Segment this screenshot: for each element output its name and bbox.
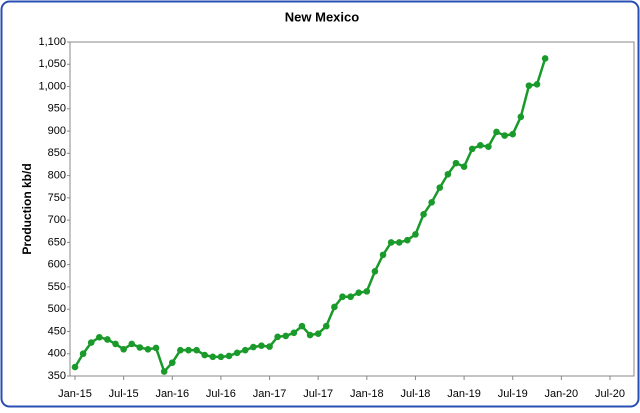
data-point <box>209 353 217 361</box>
x-tick-label: Jan-15 <box>58 388 92 400</box>
data-point <box>241 346 249 354</box>
data-point <box>509 130 517 138</box>
y-tick-label: 800 <box>48 170 66 182</box>
data-point <box>485 143 492 150</box>
data-point <box>71 363 79 371</box>
data-point <box>290 329 298 337</box>
data-point <box>104 336 111 343</box>
data-point <box>152 344 160 352</box>
data-point <box>225 352 233 360</box>
data-point <box>452 159 460 167</box>
y-tick-label: 1,000 <box>38 80 66 92</box>
y-tick-label: 750 <box>48 192 66 204</box>
data-point <box>501 132 508 139</box>
data-point <box>274 333 281 341</box>
data-point <box>541 55 549 62</box>
data-point <box>144 345 152 353</box>
y-tick-label: 650 <box>48 236 66 248</box>
data-point <box>363 288 371 295</box>
data-point <box>525 82 533 89</box>
data-point <box>79 350 87 358</box>
x-tick-label: Jan-20 <box>545 388 579 400</box>
data-point <box>298 322 306 330</box>
data-point <box>517 113 525 121</box>
data-point <box>136 344 144 351</box>
data-point <box>266 343 273 350</box>
data-point <box>217 353 225 361</box>
x-tick-label: Jan-16 <box>155 388 189 400</box>
data-point <box>477 142 484 149</box>
data-point <box>412 231 419 238</box>
y-tick-label: 600 <box>48 259 66 271</box>
data-point <box>347 293 354 301</box>
data-point <box>428 199 435 206</box>
y-tick-label: 350 <box>48 370 66 382</box>
data-point <box>128 340 136 348</box>
data-point <box>322 322 330 330</box>
data-point <box>282 332 290 340</box>
data-point <box>436 184 444 191</box>
data-point <box>258 342 265 350</box>
data-point <box>420 211 427 218</box>
y-tick-label: 700 <box>48 214 66 226</box>
data-point <box>460 163 468 170</box>
data-point <box>185 346 192 354</box>
y-axis-label: Production kb/d <box>20 163 34 254</box>
data-point <box>250 343 257 351</box>
data-point <box>201 351 208 359</box>
data-point <box>193 346 200 354</box>
y-tick-label: 950 <box>48 103 66 115</box>
data-point <box>233 349 241 357</box>
y-tick-label: 550 <box>48 281 66 293</box>
data-point <box>160 368 168 375</box>
data-point <box>314 330 322 337</box>
data-point <box>444 170 452 178</box>
chart-title: New Mexico <box>285 9 359 24</box>
data-point <box>177 346 184 354</box>
data-point <box>168 359 176 366</box>
x-tick-label: Jan-17 <box>253 388 287 400</box>
data-point <box>120 345 127 353</box>
x-tick-label: Jul-18 <box>400 388 430 400</box>
y-tick-label: 1,050 <box>38 58 66 70</box>
x-tick-label: Jan-18 <box>350 388 384 400</box>
y-tick-label: 500 <box>48 303 66 315</box>
data-point <box>96 333 103 341</box>
x-tick-label: Jul-16 <box>206 388 236 400</box>
plot-area <box>69 41 635 377</box>
y-tick-label: 450 <box>48 325 66 337</box>
data-point <box>339 293 346 301</box>
data-point <box>387 239 395 246</box>
data-point <box>395 239 403 246</box>
data-point <box>404 236 411 244</box>
y-tick-label: 400 <box>48 348 66 360</box>
data-point <box>533 81 541 88</box>
data-point <box>468 145 476 153</box>
x-tick-label: Jul-19 <box>498 388 528 400</box>
data-point <box>379 251 387 259</box>
data-point <box>87 339 95 346</box>
x-tick-label: Jan-19 <box>447 388 481 400</box>
data-point <box>331 303 338 311</box>
y-tick-label: 1,100 <box>38 36 66 48</box>
y-tick-label: 900 <box>48 125 66 137</box>
data-point <box>371 268 379 275</box>
data-point <box>112 340 119 348</box>
x-tick-label: Jul-17 <box>303 388 333 400</box>
data-point <box>355 289 363 297</box>
data-point <box>306 331 314 339</box>
x-tick-label: Jul-20 <box>595 388 625 400</box>
data-point <box>493 128 500 136</box>
y-tick-label: 850 <box>48 147 66 159</box>
x-tick-label: Jul-15 <box>109 388 139 400</box>
